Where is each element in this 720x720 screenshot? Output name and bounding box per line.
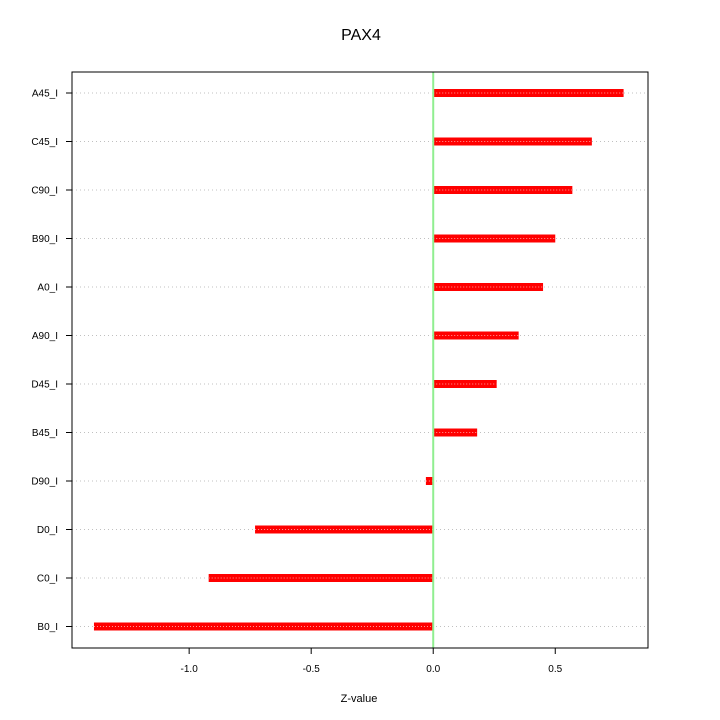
x-tick-label: -0.5 — [303, 664, 321, 675]
y-tick-label: D0_I — [37, 525, 58, 536]
x-tick-label: 0.0 — [426, 664, 440, 675]
y-tick-label: A45_I — [32, 89, 58, 100]
plot-frame — [71, 71, 649, 649]
bar — [433, 380, 497, 388]
x-tick-label: 0.5 — [548, 664, 562, 675]
y-tick-label: D45_I — [31, 380, 58, 391]
x-axis: -1.0 -0.5 0.0 0.5 — [181, 648, 563, 675]
bar — [93, 622, 434, 631]
bars — [93, 89, 624, 631]
y-tick-label: C0_I — [37, 574, 58, 585]
y-tick-label: A0_I — [37, 283, 58, 294]
bar — [208, 574, 434, 582]
bar — [433, 137, 592, 146]
bar — [255, 525, 434, 534]
y-tick-label: C45_I — [31, 137, 58, 148]
y-tick-label: D90_I — [31, 477, 58, 488]
y-tick-label: A90_I — [32, 331, 58, 342]
y-tick-label: B0_I — [37, 622, 58, 633]
grid-lines — [72, 92, 648, 627]
bar — [433, 89, 624, 97]
x-tick-label: -1.0 — [181, 664, 199, 675]
y-tick-label: B90_I — [32, 234, 58, 245]
y-tick-label: B45_I — [32, 428, 58, 439]
chart-title: PAX4 — [341, 27, 381, 44]
x-axis-title: Z-value — [341, 693, 378, 705]
y-axis: A45_I C45_I C90_I B90_I A0_I A90_I D45_I B45_I D… — [31, 89, 72, 633]
bar — [433, 234, 556, 243]
y-tick-label: C90_I — [31, 186, 58, 197]
